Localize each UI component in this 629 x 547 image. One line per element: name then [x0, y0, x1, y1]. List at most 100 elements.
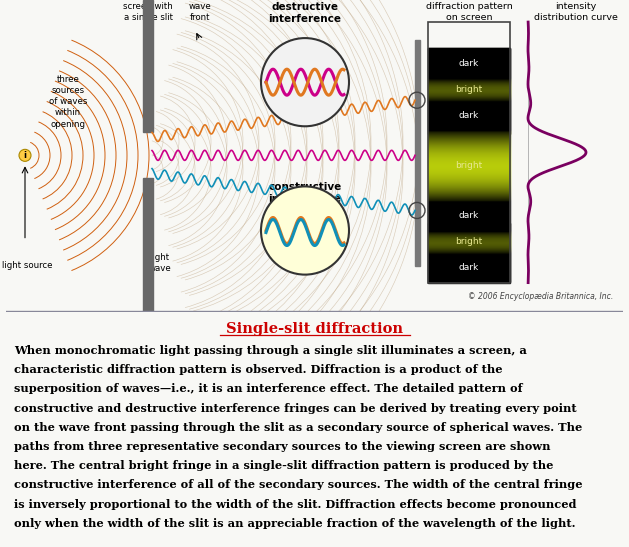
- Bar: [428, 191, 510, 193]
- Bar: [428, 233, 510, 234]
- Bar: [428, 247, 510, 248]
- Bar: [428, 227, 510, 228]
- Bar: [428, 281, 510, 282]
- Bar: [428, 201, 510, 202]
- Bar: [428, 148, 510, 149]
- Bar: [428, 168, 510, 170]
- Bar: [428, 273, 510, 274]
- Bar: [428, 216, 510, 217]
- Bar: [428, 125, 510, 126]
- Bar: [428, 188, 510, 189]
- Bar: [428, 107, 510, 108]
- Bar: [428, 250, 510, 251]
- Bar: [428, 190, 510, 191]
- Bar: [428, 164, 510, 165]
- Bar: [428, 165, 510, 166]
- Bar: [428, 65, 510, 66]
- Bar: [428, 72, 510, 73]
- Bar: [428, 245, 510, 246]
- Bar: [428, 66, 510, 67]
- Bar: [428, 253, 510, 254]
- Text: bright: bright: [455, 161, 482, 170]
- Bar: [428, 88, 510, 89]
- Bar: [428, 49, 510, 50]
- Bar: [428, 54, 510, 55]
- Bar: [428, 96, 510, 97]
- Bar: [428, 246, 510, 247]
- Bar: [428, 134, 510, 135]
- Bar: [428, 84, 510, 85]
- Bar: [428, 122, 510, 123]
- Bar: [428, 229, 510, 230]
- Bar: [428, 202, 510, 203]
- Bar: [428, 259, 510, 260]
- Bar: [428, 203, 510, 205]
- Bar: [428, 48, 510, 49]
- Bar: [428, 98, 510, 99]
- Bar: [428, 182, 510, 183]
- Bar: [428, 60, 510, 61]
- Bar: [428, 235, 510, 236]
- Bar: [428, 206, 510, 207]
- Bar: [428, 83, 510, 84]
- Bar: [428, 127, 510, 128]
- Bar: [428, 167, 510, 168]
- Bar: [428, 162, 510, 163]
- Text: constructive
interference: constructive interference: [269, 182, 342, 204]
- Bar: [428, 176, 510, 177]
- Bar: [428, 251, 510, 252]
- Bar: [428, 103, 510, 104]
- Text: constructive interference of all of the secondary sources. The width of the cent: constructive interference of all of the …: [14, 479, 582, 491]
- Bar: [428, 263, 510, 264]
- Bar: [428, 246, 510, 247]
- Bar: [428, 121, 510, 123]
- Text: characteristic diffraction pattern is observed. Diffraction is a product of the: characteristic diffraction pattern is ob…: [14, 364, 503, 375]
- Bar: [428, 108, 510, 109]
- Bar: [428, 119, 510, 120]
- Circle shape: [261, 38, 349, 126]
- Text: light source: light source: [2, 260, 52, 270]
- Bar: [428, 257, 510, 258]
- Bar: [428, 237, 510, 238]
- Bar: [428, 278, 510, 279]
- Bar: [428, 50, 510, 51]
- Bar: [428, 230, 510, 231]
- Bar: [428, 107, 510, 108]
- Bar: [428, 49, 510, 50]
- Bar: [428, 142, 510, 143]
- Bar: [428, 55, 510, 56]
- Bar: [428, 152, 510, 153]
- Text: i: i: [23, 151, 26, 160]
- Bar: [428, 259, 510, 260]
- Bar: [143, 178, 153, 311]
- Bar: [428, 67, 510, 68]
- Bar: [428, 100, 510, 101]
- Bar: [428, 238, 510, 239]
- Bar: [428, 93, 510, 94]
- Bar: [428, 120, 510, 121]
- Bar: [428, 96, 510, 97]
- Bar: [428, 260, 510, 261]
- Bar: [428, 277, 510, 278]
- Bar: [428, 263, 510, 264]
- Bar: [428, 64, 510, 65]
- Bar: [428, 248, 510, 249]
- Bar: [428, 73, 510, 74]
- Bar: [428, 94, 510, 95]
- Bar: [428, 63, 510, 64]
- Bar: [428, 200, 510, 201]
- Bar: [428, 143, 510, 144]
- Bar: [428, 136, 510, 137]
- Bar: [428, 208, 510, 209]
- Text: here. The central bright fringe in a single-slit diffraction pattern is produced: here. The central bright fringe in a sin…: [14, 460, 554, 471]
- Bar: [428, 77, 510, 78]
- Bar: [428, 67, 510, 68]
- Bar: [428, 97, 510, 98]
- Bar: [428, 269, 510, 270]
- Bar: [428, 196, 510, 197]
- Bar: [428, 147, 510, 148]
- Bar: [428, 86, 510, 87]
- Bar: [428, 150, 510, 152]
- Bar: [428, 261, 510, 262]
- Bar: [428, 74, 510, 75]
